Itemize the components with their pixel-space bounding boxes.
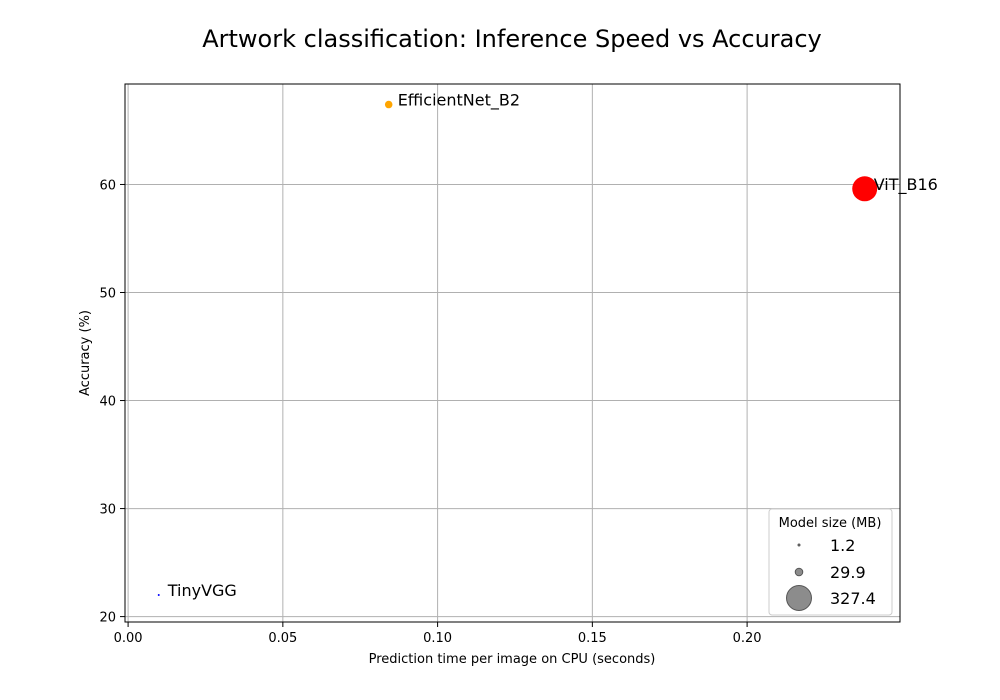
legend-marker [797, 543, 801, 547]
y-tick-label: 40 [99, 395, 116, 410]
legend: Model size (MB) 1.2 29.9 327.4 [768, 508, 893, 616]
y-tick-label: 20 [99, 611, 116, 626]
x-axis-label: Prediction time per image on CPU (second… [369, 652, 656, 667]
grid-lines [125, 84, 900, 622]
y-tick-label: 50 [99, 287, 116, 302]
x-tick-label: 0.10 [423, 631, 452, 646]
legend-entry-label: 29.9 [830, 563, 866, 582]
y-axis-label: Accuracy (%) [78, 310, 93, 396]
y-tick-label: 60 [99, 178, 116, 193]
x-tick-label: 0.00 [114, 631, 143, 646]
point-label: TinyVGG [167, 581, 237, 600]
legend-title: Model size (MB) [779, 516, 882, 531]
scatter-point [157, 593, 160, 596]
scatter-point [852, 176, 878, 202]
legend-marker [786, 585, 812, 611]
x-tick-label: 0.15 [578, 631, 607, 646]
scatter-point [384, 100, 393, 109]
chart-title: Artwork classification: Inference Speed … [202, 25, 822, 53]
y-tick-label: 30 [99, 503, 116, 518]
legend-marker [794, 567, 804, 577]
axes: 0.00 0.05 0.10 0.15 0.20 20 30 40 50 60 [99, 83, 901, 646]
point-labels: TinyVGG EfficientNet_B2 ViT_B16 [167, 91, 938, 600]
point-label: ViT_B16 [874, 175, 938, 195]
x-tick-label: 0.05 [268, 631, 297, 646]
point-label: EfficientNet_B2 [398, 91, 520, 111]
data-points [157, 100, 878, 596]
plot-frame [124, 83, 901, 623]
legend-entry-label: 1.2 [830, 536, 855, 555]
legend-entry-label: 327.4 [830, 589, 876, 608]
x-tick-label: 0.20 [733, 631, 762, 646]
